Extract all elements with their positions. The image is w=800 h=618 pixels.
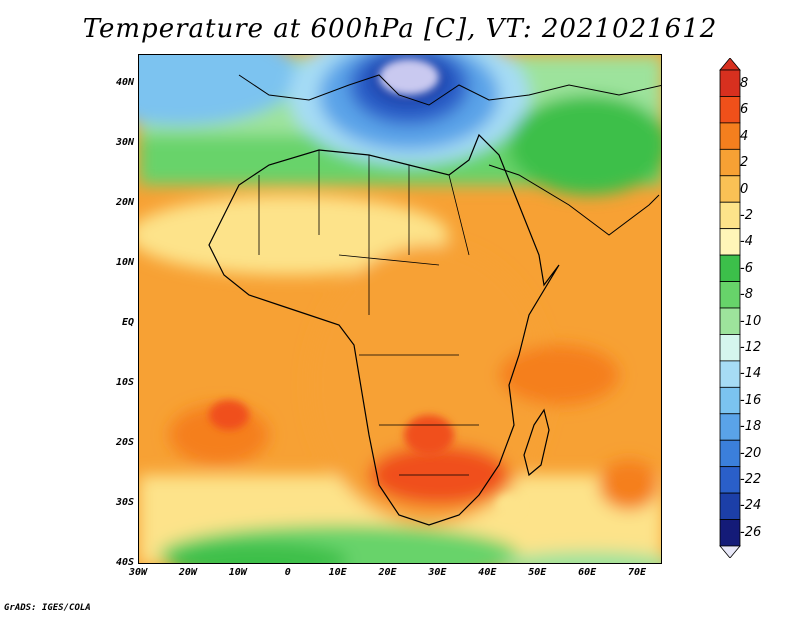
colorbar-segment — [719, 386, 741, 415]
colorbar-segment — [719, 122, 741, 150]
country-borders — [258, 150, 479, 476]
colorbar-label: 6 — [740, 102, 749, 118]
lat-label: 20N — [115, 197, 134, 208]
madagascar-coastline — [523, 408, 550, 477]
colorbar-label: -4 — [740, 234, 753, 250]
lon-label: 20E — [378, 567, 397, 578]
colorbar-segment — [719, 228, 741, 256]
lat-label: 10S — [115, 377, 134, 388]
colorbar-segment — [719, 148, 741, 177]
colorbar-segment — [719, 492, 741, 520]
colorbar-segment — [719, 96, 741, 124]
colorbar-label: -22 — [740, 472, 762, 487]
colorbar-segment — [719, 307, 741, 335]
lat-label: 30S — [115, 497, 134, 508]
colorbar-bottom-arrow — [719, 545, 741, 558]
map-plot-area — [138, 54, 662, 564]
colorbar-label: -14 — [740, 366, 762, 382]
colorbar — [719, 58, 741, 558]
lon-label: 30W — [128, 567, 148, 578]
colorbar-label: 4 — [740, 128, 749, 144]
colorbar-label: 2 — [740, 155, 749, 171]
colorbar-label: -6 — [740, 260, 753, 276]
lat-label: EQ — [121, 317, 134, 328]
colorbar-label: -12 — [740, 340, 762, 355]
lon-label: 60E — [578, 567, 597, 578]
colorbar-segment — [719, 334, 741, 362]
lon-label: 40E — [478, 567, 497, 578]
colorbar-label: -26 — [740, 524, 762, 540]
lat-label: 40N — [115, 77, 134, 88]
lat-label: 20S — [115, 437, 134, 448]
colorbar-segment — [719, 175, 741, 203]
colorbar-label: -8 — [740, 287, 753, 303]
credit-text: GrADS: IGES/COLA — [4, 603, 91, 613]
colorbar-segment — [719, 466, 741, 494]
lon-label: 0 — [284, 567, 291, 578]
lon-label: 20W — [178, 567, 197, 578]
arabia-coastline — [488, 164, 660, 236]
lon-label: 70E — [628, 567, 647, 578]
colorbar-segment — [719, 439, 741, 468]
lat-label: 30N — [115, 137, 134, 148]
colorbar-segment — [719, 413, 741, 441]
colorbar-label: -18 — [740, 419, 762, 435]
temperature-map — [139, 55, 661, 563]
lon-label: 30E — [428, 567, 447, 578]
africa-coastline — [208, 133, 560, 526]
colorbar-segment — [719, 69, 741, 97]
lon-label: 50E — [528, 567, 547, 578]
colorbar-label: 0 — [740, 181, 749, 197]
colorbar-label: -2 — [740, 208, 753, 223]
europe-coastline — [238, 74, 661, 106]
colorbar-label: 8 — [740, 76, 749, 91]
lon-label: 10E — [328, 567, 347, 578]
colorbar-segment — [719, 201, 741, 230]
colorbar-label: -10 — [740, 313, 762, 329]
colorbar-label: -24 — [740, 498, 762, 514]
colorbar-segment — [719, 254, 741, 282]
lat-label: 40S — [115, 557, 134, 568]
lat-label: 10N — [115, 257, 134, 268]
colorbar-segment — [719, 360, 741, 388]
chart-title: Temperature at 600hPa [C], VT: 202102161… — [82, 14, 718, 44]
colorbar-label: -20 — [740, 445, 762, 461]
colorbar-segment — [719, 281, 741, 309]
lon-label: 10W — [228, 567, 247, 578]
colorbar-label: -16 — [740, 392, 762, 408]
colorbar-top-arrow — [719, 58, 741, 71]
colorbar-segment — [719, 519, 741, 547]
